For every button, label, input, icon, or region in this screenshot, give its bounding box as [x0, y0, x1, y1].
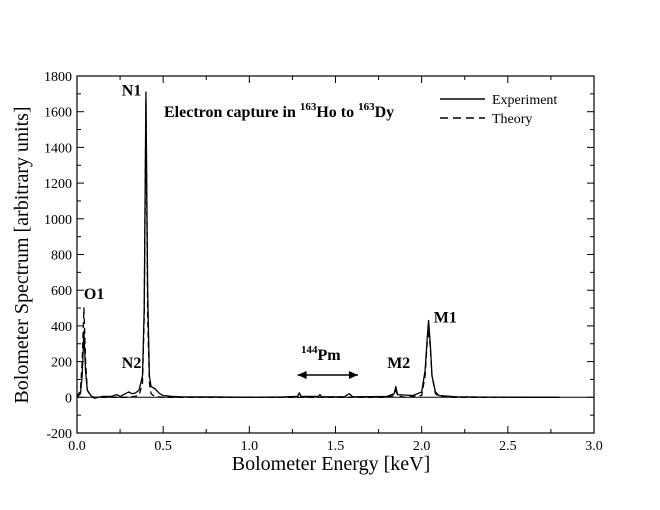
svg-text:Electron capture in 163Ho to 1: Electron capture in 163Ho to 163Dy [164, 101, 394, 121]
annotation-Pm: 144Pm [301, 344, 341, 364]
legend-label-experiment: Experiment [492, 93, 557, 108]
x-tick-label: 3.0 [585, 439, 603, 454]
range-arrowhead-right [348, 370, 358, 379]
x-tick-label: 1.5 [327, 439, 345, 454]
title-superscript: 163 [300, 101, 317, 113]
annotation-N1: N1 [122, 83, 142, 100]
y-tick-label: 600 [51, 284, 72, 299]
y-tick-label: 1200 [44, 177, 72, 192]
title-part: Dy [375, 104, 395, 121]
annotation-text: Pm [318, 347, 342, 364]
chart-title: Electron capture in 163Ho to 163Dy [164, 101, 394, 121]
y-axis-title: Bolometer Spectrum [arbitrary units] [11, 106, 33, 403]
y-tick-label: 400 [51, 320, 72, 335]
plot-frame [76, 75, 595, 434]
annotation-N2: N2 [122, 355, 142, 372]
y-tick-label: 0 [65, 391, 72, 406]
annotation-M2: M2 [387, 355, 410, 372]
legend-label-theory: Theory [492, 112, 532, 127]
y-tick-label: 1000 [44, 213, 72, 228]
series-theory [76, 102, 560, 398]
range-arrowhead-left [297, 370, 307, 379]
annotation-superscript: 144 [301, 344, 318, 356]
y-tick-label: 1400 [44, 141, 72, 156]
title-superscript: 163 [358, 101, 375, 113]
x-tick-label: 2.5 [499, 439, 517, 454]
y-tick-label: 800 [51, 249, 72, 264]
title-part: Ho to [316, 104, 358, 121]
annotation-M1: M1 [434, 309, 457, 326]
x-tick-label: 2.0 [413, 439, 431, 454]
y-tick-label: 200 [51, 356, 72, 371]
x-tick-label: 1.0 [241, 439, 259, 454]
y-tick-label: -200 [46, 427, 72, 442]
y-tick-label: 1800 [44, 70, 72, 85]
annotation-O1: O1 [84, 286, 104, 303]
x-axis-title: Bolometer Energy [keV] [232, 453, 430, 475]
legend: Experiment Theory [440, 93, 557, 127]
title-part: Electron capture in [164, 104, 300, 121]
y-tick-label: 1600 [44, 106, 72, 121]
x-tick-label: 0.5 [154, 439, 172, 454]
x-tick-label: 0.0 [68, 439, 86, 454]
